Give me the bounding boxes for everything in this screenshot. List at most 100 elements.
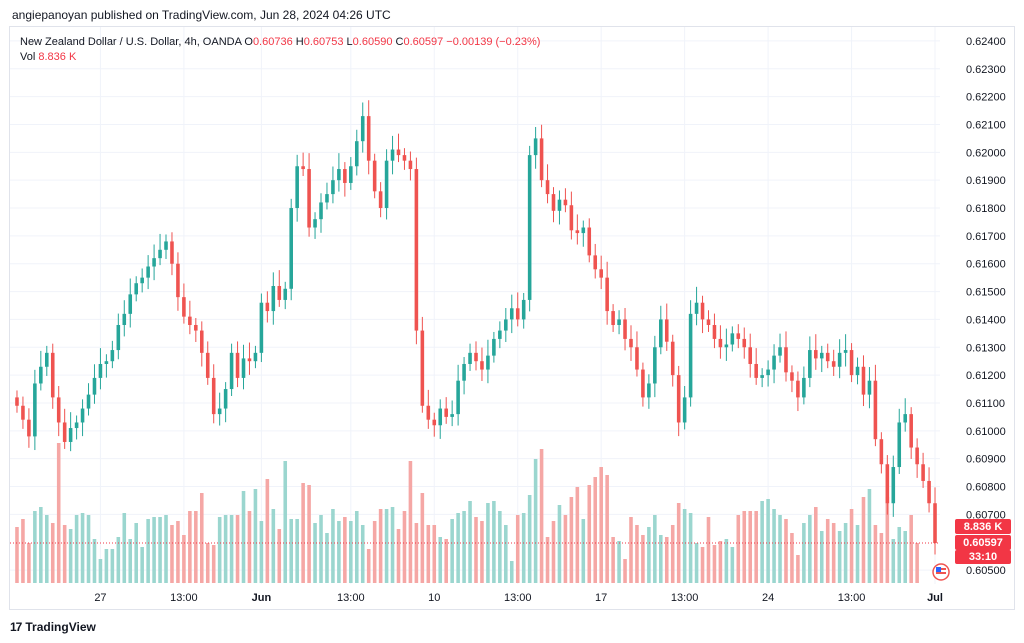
candle-body <box>712 324 717 339</box>
candle-body <box>325 194 329 203</box>
candle-body <box>796 380 800 398</box>
candle-body <box>509 308 514 320</box>
candle-body <box>372 160 377 192</box>
price-badge: 0.60597 <box>963 537 1003 549</box>
candle-body <box>641 369 645 398</box>
candle-body <box>271 286 276 312</box>
volume-bar <box>152 517 156 583</box>
volume-bar <box>194 511 198 583</box>
volume-bar <box>372 521 377 583</box>
candle-body <box>92 377 97 395</box>
candle-body <box>384 160 389 209</box>
candle-body <box>366 116 371 161</box>
candle-body <box>199 330 204 353</box>
price-tick-label: 0.61100 <box>966 398 1005 410</box>
candle-body <box>402 155 407 161</box>
legend-open-label: O <box>244 36 253 48</box>
volume-bar <box>86 515 91 583</box>
candle-body <box>921 464 925 481</box>
volume-bar <box>444 539 448 583</box>
volume-bar <box>205 543 210 583</box>
legend-change: −0.00139 (−0.23%) <box>446 36 541 48</box>
volume-bar <box>700 547 705 583</box>
candle-body <box>104 361 109 364</box>
price-tick-label: 0.61400 <box>966 314 1006 326</box>
candle-body <box>39 366 43 384</box>
volume-bar <box>366 549 371 583</box>
candle-body <box>569 205 574 231</box>
volume-bar <box>611 537 615 583</box>
candle-body <box>343 169 347 183</box>
volume-bar <box>575 487 580 583</box>
volume-bar <box>492 501 496 583</box>
volume-bar <box>533 459 538 583</box>
volume-bar <box>337 521 341 583</box>
volume-bar <box>15 527 19 583</box>
candle-body <box>873 380 878 440</box>
candle-body <box>533 138 538 156</box>
volume-bar <box>682 509 687 583</box>
grid-lines <box>10 27 940 584</box>
candle-body <box>897 422 902 468</box>
time-tick-label: Jul <box>927 592 943 604</box>
legend-symbol[interactable]: New Zealand Dollar / U.S. Dollar, 4h, OA… <box>20 36 242 48</box>
volume-bar <box>104 549 109 583</box>
candle-body <box>116 324 121 351</box>
candle-body <box>301 166 305 170</box>
volume-bar <box>760 501 764 583</box>
candle-body <box>861 366 866 395</box>
candle-body <box>814 350 818 359</box>
candle-body <box>217 408 222 415</box>
volume-bar <box>27 543 31 583</box>
volume-bar <box>217 517 222 583</box>
legend-close-label: C <box>395 36 404 48</box>
volume-bar <box>641 535 645 583</box>
volume-bar <box>515 515 520 583</box>
footer-brand-name: TradingView <box>25 620 96 634</box>
candle-body <box>229 352 234 390</box>
tradingview-logo-icon: 17 <box>10 620 22 634</box>
candle-body <box>670 341 675 376</box>
candle-body <box>557 199 562 211</box>
volume-badge-bg <box>955 519 1011 535</box>
candle-body <box>587 227 592 256</box>
candle-body <box>265 302 270 312</box>
volume-bar <box>819 531 824 583</box>
candle-body <box>754 363 758 378</box>
time-tick-label: 13:00 <box>671 592 699 604</box>
candle-body <box>879 439 884 465</box>
legend-volume-line: Vol 8.836 K <box>20 50 540 65</box>
volume-bar <box>241 491 246 583</box>
candle-body <box>110 350 115 362</box>
volume-bar <box>98 559 103 583</box>
countdown-badge: 33:10 <box>969 551 997 563</box>
volume-bar <box>837 531 842 583</box>
volume-bar <box>450 519 454 583</box>
time-tick-label: 13:00 <box>504 592 532 604</box>
candle-body <box>629 338 633 348</box>
candle-body <box>790 372 794 381</box>
volume-bar <box>110 549 115 583</box>
volume-bar <box>754 511 758 583</box>
candle-body <box>444 408 448 417</box>
volume-bar <box>378 509 383 583</box>
candle-body <box>140 277 144 284</box>
price-badge-bg <box>955 535 1011 551</box>
volume-bar <box>21 519 25 583</box>
footer-brand[interactable]: 17 TradingView <box>10 620 96 634</box>
candle-body <box>676 375 681 423</box>
volume-bar <box>259 521 264 583</box>
volume-bar <box>182 535 186 583</box>
volume-bar <box>80 513 85 583</box>
candle-body <box>664 319 669 342</box>
volume-bar <box>319 515 323 583</box>
volume-bar <box>915 543 919 583</box>
chart-legend: New Zealand Dollar / U.S. Dollar, 4h, OA… <box>20 35 540 65</box>
volume-bar <box>748 511 753 583</box>
volume-bar <box>891 539 896 583</box>
legend-vol-label[interactable]: Vol <box>20 51 36 63</box>
candle-body <box>855 366 860 376</box>
candle-body <box>772 355 776 370</box>
time-tick-label: 13:00 <box>170 592 198 604</box>
